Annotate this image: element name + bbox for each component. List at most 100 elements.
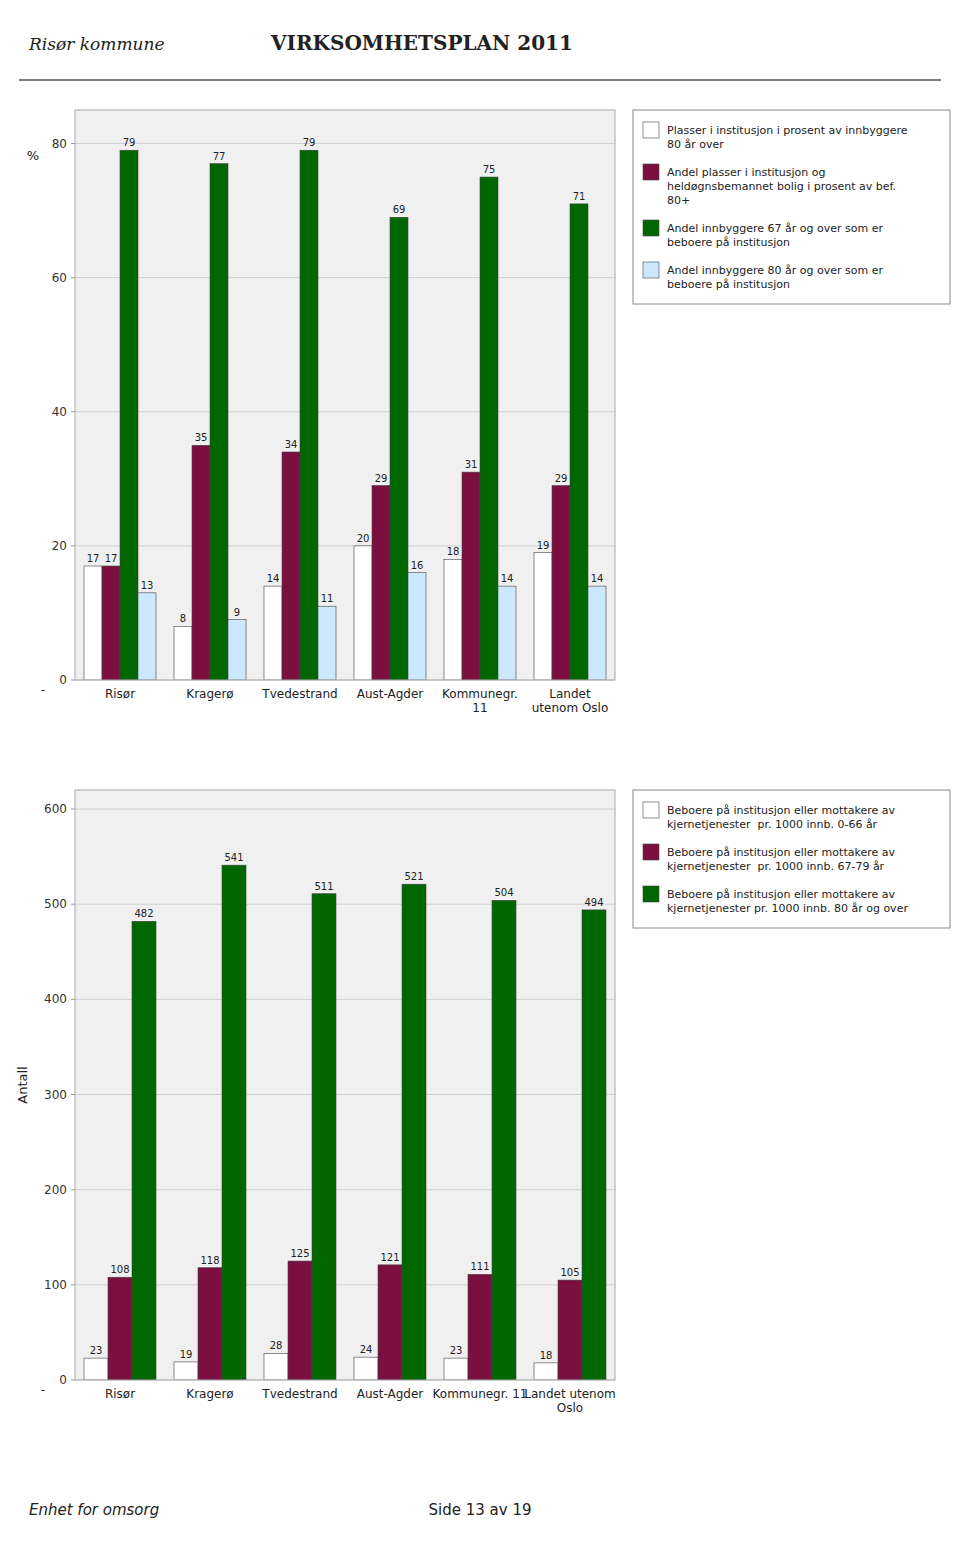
tick-mark [71, 680, 75, 681]
legend-swatch [643, 164, 659, 180]
category-label: Landetutenom Oslo [532, 687, 609, 715]
category-label: Landet utenomOslo [524, 1387, 616, 1415]
bar [354, 546, 372, 680]
plot-background [75, 110, 615, 680]
grid-line [75, 904, 615, 905]
data-label: 23 [450, 1345, 463, 1356]
axis-label: % [27, 148, 39, 163]
tick-mark [71, 1094, 75, 1095]
bar [264, 1353, 288, 1380]
bar [498, 586, 516, 680]
bar [402, 884, 426, 1380]
bar [444, 559, 462, 680]
tick-mark [71, 545, 75, 546]
page: Risør kommuneVIRKSOMHETSPLAN 20110204060… [0, 0, 960, 1549]
legend-swatch [643, 220, 659, 236]
data-label: 23 [90, 1345, 103, 1356]
header-rule [19, 79, 941, 81]
header-left: Risør kommune [28, 34, 164, 54]
grid-line [75, 143, 615, 144]
legend: Plasser i institusjon i prosent av innby… [633, 110, 950, 304]
legend-swatch [643, 802, 659, 818]
category-label: Tvedestrand [261, 1387, 337, 1401]
data-label: 20 [357, 533, 370, 544]
grid-line [75, 277, 615, 278]
plot-background [75, 790, 615, 1380]
tick-mark [71, 1189, 75, 1190]
tick-mark [71, 1380, 75, 1381]
chart: 0100200300400500600231928242318108118125… [15, 790, 950, 1415]
category-label: Aust-Agder [357, 687, 424, 701]
tick-label: 0 [59, 1373, 67, 1387]
bar [372, 486, 390, 680]
bar [210, 164, 228, 680]
bar [312, 894, 336, 1380]
tick-label: 40 [52, 405, 67, 419]
tick-label: 100 [44, 1278, 67, 1292]
bar [228, 620, 246, 680]
legend-label: Beboere på institusjon eller mottakere a… [667, 804, 895, 831]
category-label: Aust-Agder [357, 1387, 424, 1401]
data-label: 29 [375, 473, 388, 484]
bar [132, 921, 156, 1380]
data-label: 17 [87, 553, 100, 564]
bar [468, 1274, 492, 1380]
data-label: 14 [591, 573, 604, 584]
data-label: 79 [303, 137, 316, 148]
data-label: 111 [470, 1261, 489, 1272]
chart: 0204060801781420181917353429312979777969… [27, 110, 950, 715]
footer-right: Side 13 av 19 [429, 1501, 532, 1519]
legend-label: Andel plasser i institusjon ogheldøgnsbe… [667, 166, 896, 207]
legend-frame [633, 110, 950, 304]
tick-mark [71, 1284, 75, 1285]
tick-label: 400 [44, 992, 67, 1006]
bar [378, 1265, 402, 1380]
bar [84, 1358, 108, 1380]
data-label: 17 [105, 553, 118, 564]
data-label: 18 [540, 1350, 553, 1361]
data-label: 125 [290, 1248, 309, 1259]
bar [108, 1277, 132, 1380]
bar [282, 452, 300, 680]
bar [192, 445, 210, 680]
grid-line [75, 411, 615, 412]
category-label: Kommunegr. 11 [433, 1387, 528, 1401]
bar [534, 553, 552, 680]
bar [138, 593, 156, 680]
tick-mark [71, 277, 75, 278]
legend-label: Andel innbyggere 67 år og over som erbeb… [667, 222, 883, 249]
bar [558, 1280, 582, 1380]
data-label: 11 [321, 593, 334, 604]
data-label: 511 [314, 881, 333, 892]
bar [534, 1363, 558, 1380]
tick-label: 80 [52, 137, 67, 151]
legend-swatch [643, 262, 659, 278]
data-label: 14 [267, 573, 280, 584]
data-label: 494 [584, 897, 603, 908]
tick-mark [71, 411, 75, 412]
tick-label: 20 [52, 539, 67, 553]
data-label: 16 [411, 560, 424, 571]
category-label: Risør [105, 687, 135, 701]
data-labels: 1781420181917353429312979777969757113911… [87, 137, 604, 624]
category-label: Risør [105, 1387, 135, 1401]
data-label: 18 [447, 546, 460, 557]
data-label: 118 [200, 1255, 219, 1266]
tick-mark [71, 904, 75, 905]
category-label: Tvedestrand [261, 687, 337, 701]
bar [102, 566, 120, 680]
bar [264, 586, 282, 680]
tick-label: 0 [59, 673, 67, 687]
data-label: 521 [404, 871, 423, 882]
legend-label: Beboere på institusjon eller mottakere a… [667, 846, 895, 873]
plot-frame [75, 110, 615, 680]
tick-mark [71, 809, 75, 810]
bar [198, 1268, 222, 1380]
bars [84, 150, 606, 680]
data-label: 34 [285, 439, 298, 450]
bar [408, 573, 426, 680]
bar [492, 900, 516, 1380]
bar [588, 586, 606, 680]
data-label: 13 [141, 580, 154, 591]
bar [570, 204, 588, 680]
